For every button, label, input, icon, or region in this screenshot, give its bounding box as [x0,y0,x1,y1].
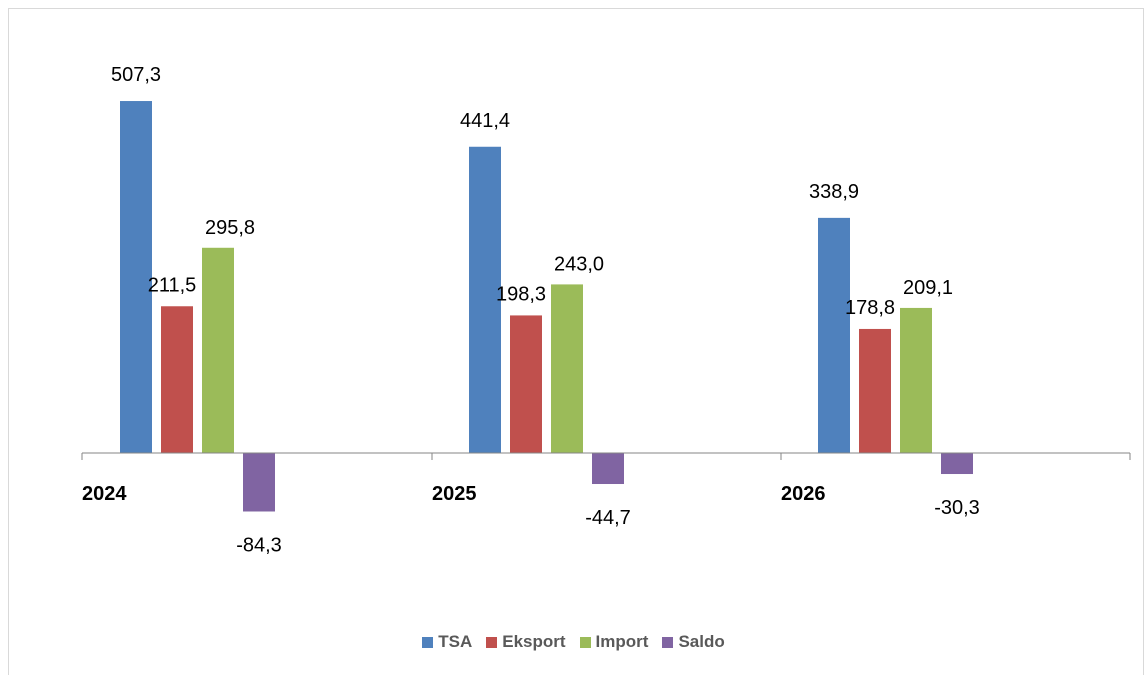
data-label-saldo-2026: -30,3 [934,497,980,519]
bar-saldo-2025 [592,453,624,485]
legend-label: Eksport [502,632,566,651]
legend: TSA Eksport Import Saldo [0,632,1147,652]
legend-swatch [662,636,674,648]
bar-saldo-2026 [941,453,973,475]
bar-import-2024 [202,247,234,453]
legend-label: Saldo [678,632,725,651]
x-axis [81,452,1131,460]
legend-swatch [579,636,591,648]
bar-eksport-2026 [859,328,891,453]
data-label-eksport-2025: 198,3 [496,283,546,305]
data-label-tsa-2025: 441,4 [460,110,510,132]
legend-label: Import [595,632,649,651]
bar-eksport-2025 [510,315,542,453]
legend-swatch [422,636,434,648]
bar-tsa-2026 [818,217,850,453]
bar-saldo-2024 [243,453,275,512]
chart-frame [8,8,1144,675]
bar-tsa-2025 [469,146,501,453]
bar-import-2026 [900,307,932,453]
data-label-saldo-2025: -44,7 [585,507,631,529]
legend-label: TSA [438,632,473,651]
data-label-saldo-2024: -84,3 [236,534,282,556]
legend-item-import: Import [579,632,649,652]
data-label-import-2024: 295,8 [205,217,255,239]
category-label-2024: 2024 [82,483,127,505]
bar-import-2025 [551,284,583,453]
category-label-2026: 2026 [781,483,826,505]
legend-item-tsa: TSA [422,632,472,652]
bar-tsa-2024 [120,101,152,453]
bars-layer [120,101,973,512]
data-label-eksport-2026: 178,8 [845,297,895,319]
legend-item-eksport: Eksport [486,632,566,652]
data-label-tsa-2024: 507,3 [111,64,161,86]
category-label-2025: 2025 [432,483,477,505]
legend-swatch [486,636,498,648]
data-labels-layer: 507,3 211,5 295,8 -84,3 441,4 198,3 243,0 -44,7… [111,64,980,556]
bar-eksport-2024 [161,306,193,453]
data-label-tsa-2026: 338,9 [809,181,859,203]
data-label-eksport-2024: 211,5 [148,274,197,296]
data-label-import-2026: 209,1 [903,277,953,299]
data-label-import-2025: 243,0 [554,253,604,275]
legend-item-saldo: Saldo [662,632,725,652]
category-labels-layer: 2024 2025 2026 [82,483,826,505]
